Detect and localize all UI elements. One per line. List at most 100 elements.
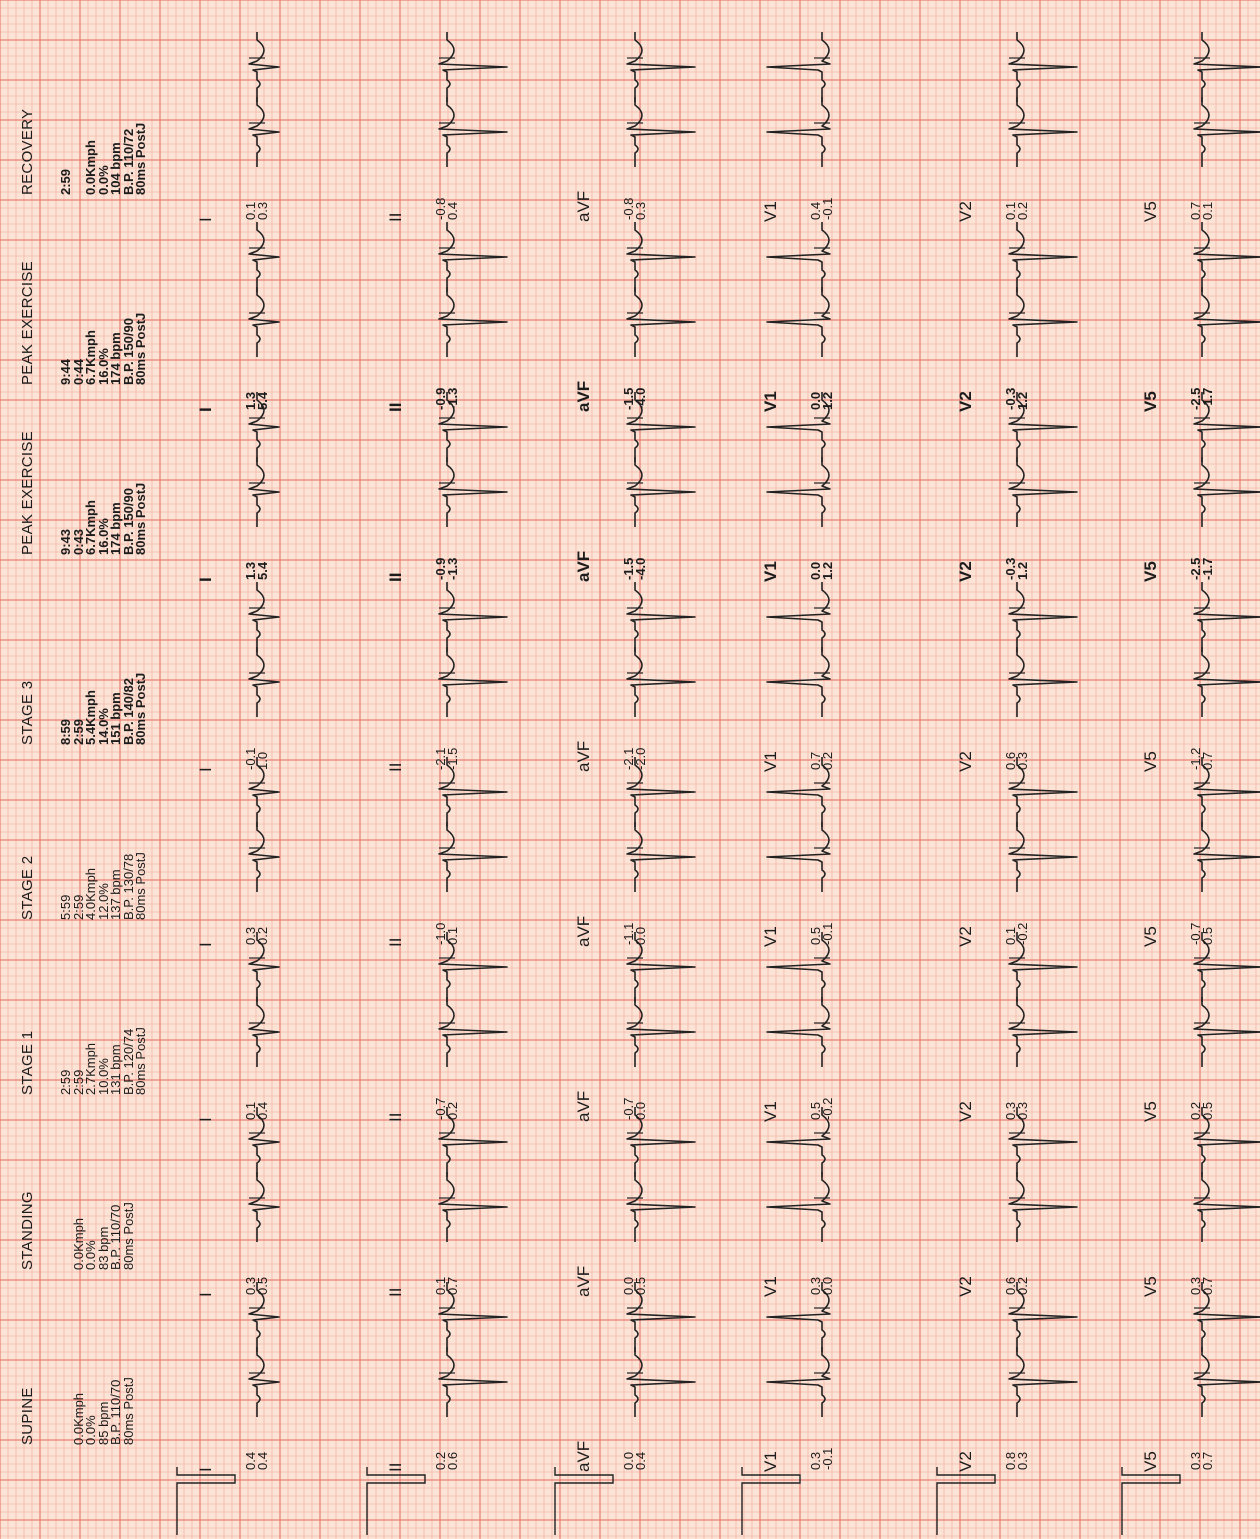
st-values: 0.1 0.4: [243, 1101, 270, 1120]
st-values: 0.3 0.3: [1003, 1101, 1030, 1120]
ecg-complex: [1008, 32, 1078, 102]
st-values: -0.8 0.4: [433, 197, 460, 220]
lead-label: V5: [1141, 201, 1160, 222]
ecg-complex: [1008, 1107, 1078, 1177]
st-values: 0.5 -0.1: [808, 922, 835, 945]
ecg-complex: [248, 757, 280, 827]
ecg-complex: [248, 822, 280, 892]
lead-label: V2: [956, 1101, 975, 1122]
ecg-complex: [626, 1282, 696, 1352]
ecg-complex: [1193, 392, 1260, 462]
ecg-complex: [248, 457, 280, 527]
ecg-complex: [248, 1107, 280, 1177]
st-values: -0.9 -1.3: [433, 387, 460, 410]
ecg-complex: [248, 647, 280, 717]
st-values: -1.1 0.0: [621, 922, 648, 945]
calibration-pulse: [176, 1467, 236, 1535]
st-values: -0.9 -1.3: [433, 557, 460, 580]
ecg-complex: [1008, 757, 1078, 827]
st-values: 0.4 -0.1: [808, 197, 835, 220]
ecg-complex: [766, 582, 831, 652]
stage-info: 2:59 2:59 2.7Kmph 10.0% 131 bpm B.P. 120…: [58, 1027, 148, 1095]
ecg-complex: [438, 822, 508, 892]
st-values: 0.3 0.2: [243, 926, 270, 945]
lead-label: V2: [956, 751, 975, 772]
lead-label: V5: [1141, 1276, 1160, 1297]
ecg-complex: [248, 1172, 280, 1242]
ecg-complex: [766, 97, 831, 167]
ecg-complex: [1193, 997, 1260, 1067]
ecg-complex: [1193, 457, 1260, 527]
ecg-complex: [1193, 582, 1260, 652]
st-values: -0.7 0.5: [1188, 922, 1215, 945]
st-values: 0.0 1.2: [808, 391, 835, 410]
lead-label: V2: [956, 1451, 975, 1472]
lead-label: II: [386, 1287, 405, 1297]
ecg-complex: [1193, 822, 1260, 892]
ecg-complex: [1008, 222, 1078, 292]
ecg-complex: [626, 1172, 696, 1242]
st-values: -1.5 -4.0: [621, 557, 648, 580]
lead-label: I: [196, 1467, 215, 1472]
ecg-complex: [248, 287, 280, 357]
ecg-complex: [766, 222, 831, 292]
lead-label: aVF: [574, 740, 593, 772]
ecg-complex: [248, 1282, 280, 1352]
stage-title: STAGE 2: [19, 855, 36, 920]
ecg-complex: [626, 287, 696, 357]
lead-label: V1: [761, 1101, 780, 1122]
ecg-complex: [438, 392, 508, 462]
ecg-complex: [626, 222, 696, 292]
calibration-pulse: [1121, 1467, 1181, 1535]
st-values: 0.3 -0.1: [808, 1447, 835, 1470]
st-values: -0.8 0.3: [621, 197, 648, 220]
st-values: -2.1 -2.0: [621, 747, 648, 770]
st-values: 0.7 0.1: [1188, 201, 1215, 220]
ecg-complex: [438, 932, 508, 1002]
ecg-complex: [438, 457, 508, 527]
st-values: 1.3 5.4: [243, 391, 270, 410]
st-values: 0.0 0.4: [621, 1451, 648, 1470]
ecg-complex: [766, 1172, 831, 1242]
ecg-complex: [626, 1347, 696, 1417]
lead-label: II: [386, 572, 405, 582]
ecg-complex: [1008, 647, 1078, 717]
lead-label: I: [196, 217, 215, 222]
ecg-complex: [766, 457, 831, 527]
ecg-complex: [1008, 582, 1078, 652]
ecg-complex: [438, 97, 508, 167]
ecg-complex: [766, 647, 831, 717]
lead-label: V1: [761, 751, 780, 772]
ecg-complex: [626, 457, 696, 527]
ecg-complex: [438, 1172, 508, 1242]
lead-label: V5: [1141, 391, 1160, 412]
lead-label: V2: [956, 201, 975, 222]
ecg-complex: [438, 1347, 508, 1417]
ecg-complex: [766, 32, 831, 102]
ecg-complex: [626, 757, 696, 827]
st-values: 0.0 0.5: [621, 1276, 648, 1295]
lead-label: I: [196, 407, 215, 412]
calibration-pulse: [741, 1467, 801, 1535]
st-values: 0.5 -0.2: [808, 1097, 835, 1120]
st-values: -2.5 -1.7: [1188, 557, 1215, 580]
lead-label: aVF: [574, 380, 593, 412]
ecg-complex: [1008, 822, 1078, 892]
ecg-complex: [1008, 1172, 1078, 1242]
lead-label: II: [386, 402, 405, 412]
stage-info: 5:59 2:59 4.0Kmph 12.0% 137 bpm B.P. 130…: [58, 852, 148, 920]
ecg-complex: [766, 1107, 831, 1177]
lead-label: I: [196, 577, 215, 582]
lead-label: II: [386, 1462, 405, 1472]
st-values: 0.1 0.7: [433, 1276, 460, 1295]
lead-label: I: [196, 942, 215, 947]
st-values: 0.3 0.5: [243, 1276, 270, 1295]
lead-label: aVF: [574, 550, 593, 582]
ecg-complex: [1008, 287, 1078, 357]
ecg-complex: [1193, 287, 1260, 357]
st-values: -1.0 0.1: [433, 922, 460, 945]
lead-label: V1: [761, 1451, 780, 1472]
st-values: -0.7 0.0: [621, 1097, 648, 1120]
st-values: -2.5 -1.7: [1188, 387, 1215, 410]
